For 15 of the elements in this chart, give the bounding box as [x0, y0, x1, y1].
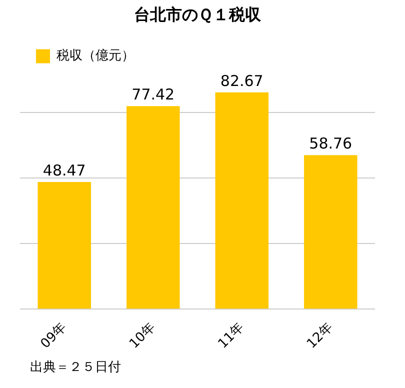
legend-label: 税収（億元） [56, 48, 134, 64]
x-tick-label: 11年 [216, 320, 248, 352]
source-note: 出典＝２５日付 [30, 359, 121, 376]
x-tick-label: 09年 [38, 320, 70, 352]
x-tick-label: 12年 [304, 320, 336, 352]
bar [126, 106, 180, 309]
data-label: 82.67 [220, 72, 264, 90]
bar [215, 92, 268, 309]
data-label: 48.47 [42, 161, 86, 180]
data-label: 58.76 [309, 134, 352, 152]
bar [38, 182, 91, 309]
bar [304, 155, 358, 309]
x-tick-label: 10年 [126, 320, 158, 352]
chart-title: 台北市のＱ１税収 [134, 4, 262, 24]
data-label: 77.42 [132, 86, 175, 104]
